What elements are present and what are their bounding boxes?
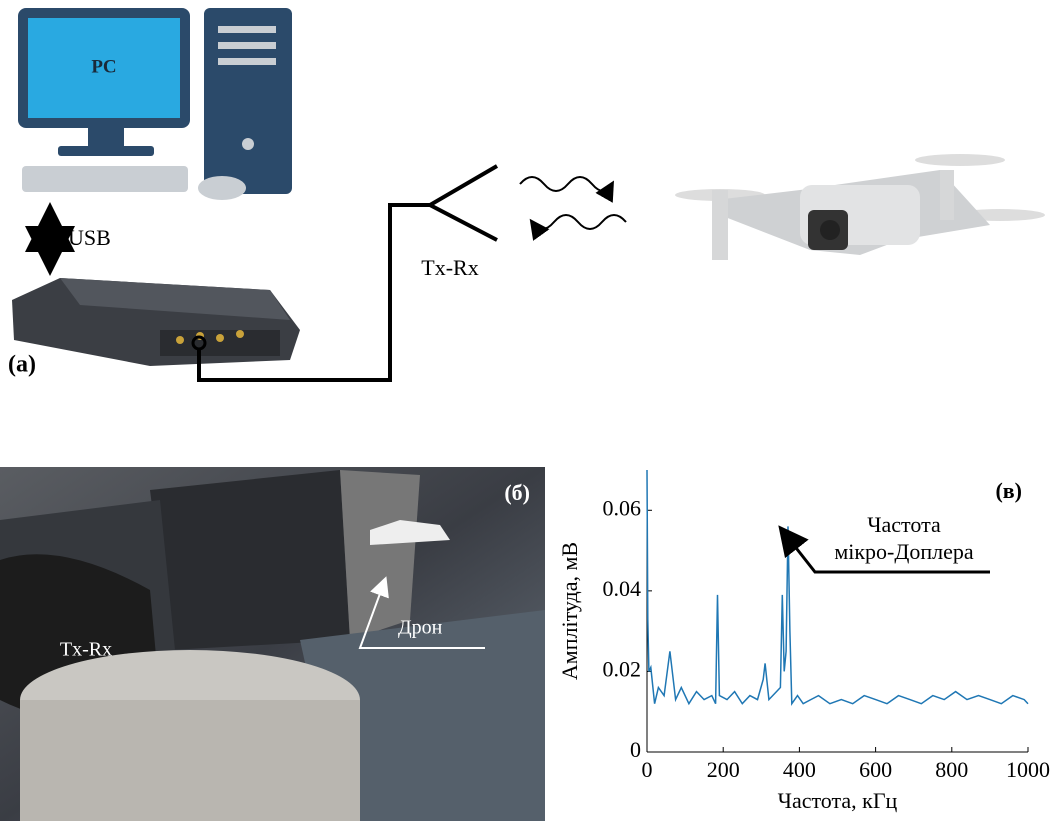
x-tick-label: 800 bbox=[935, 757, 968, 782]
chart: 0 0.02 0.04 0.06 0 200 400 600 800 1000 Частота, к… bbox=[557, 470, 1050, 813]
page: PC USB (a) Tx-Rx (б) Tx-Rx Дрон 00.020.0 bbox=[0, 0, 1053, 821]
wave-tx bbox=[520, 177, 612, 191]
vna-device bbox=[12, 278, 300, 366]
photo-antenna-label: Tx-Rx bbox=[60, 639, 112, 661]
usb-label: USB bbox=[68, 225, 111, 250]
y-axis-label: Амплітуда, мВ bbox=[557, 542, 582, 680]
y-tick-label: 0.02 bbox=[603, 656, 642, 681]
annotation-text: Частота bbox=[867, 512, 941, 537]
x-tick-label: 1000 bbox=[1006, 757, 1050, 782]
x-tick-label: 0 bbox=[642, 757, 653, 782]
x-tick-label: 200 bbox=[707, 757, 740, 782]
y-tick-label: 0 bbox=[630, 737, 641, 762]
wave-rx bbox=[532, 215, 626, 229]
x-tick-label: 600 bbox=[859, 757, 892, 782]
panel-label-c: (в) bbox=[995, 478, 1022, 503]
antenna bbox=[430, 166, 497, 240]
panel-label-b: (б) bbox=[504, 480, 530, 505]
panel-label-a: (a) bbox=[8, 352, 36, 378]
drone-image bbox=[675, 154, 1045, 260]
x-axis-label: Частота, кГц bbox=[778, 788, 898, 813]
spectrum-line bbox=[647, 470, 1028, 704]
x-tick-label: 400 bbox=[783, 757, 816, 782]
annotation-text: мікро-Доплера bbox=[834, 539, 974, 564]
y-tick-label: 0.06 bbox=[603, 495, 642, 520]
photo-drone-label: Дрон bbox=[398, 617, 443, 639]
pc-label: PC bbox=[91, 56, 116, 77]
antenna-label: Tx-Rx bbox=[421, 255, 478, 280]
figure: PC USB (a) Tx-Rx (б) Tx-Rx Дрон 00.020.0 bbox=[0, 0, 1053, 821]
pc-icon bbox=[18, 8, 292, 200]
y-tick-label: 0.04 bbox=[603, 576, 642, 601]
